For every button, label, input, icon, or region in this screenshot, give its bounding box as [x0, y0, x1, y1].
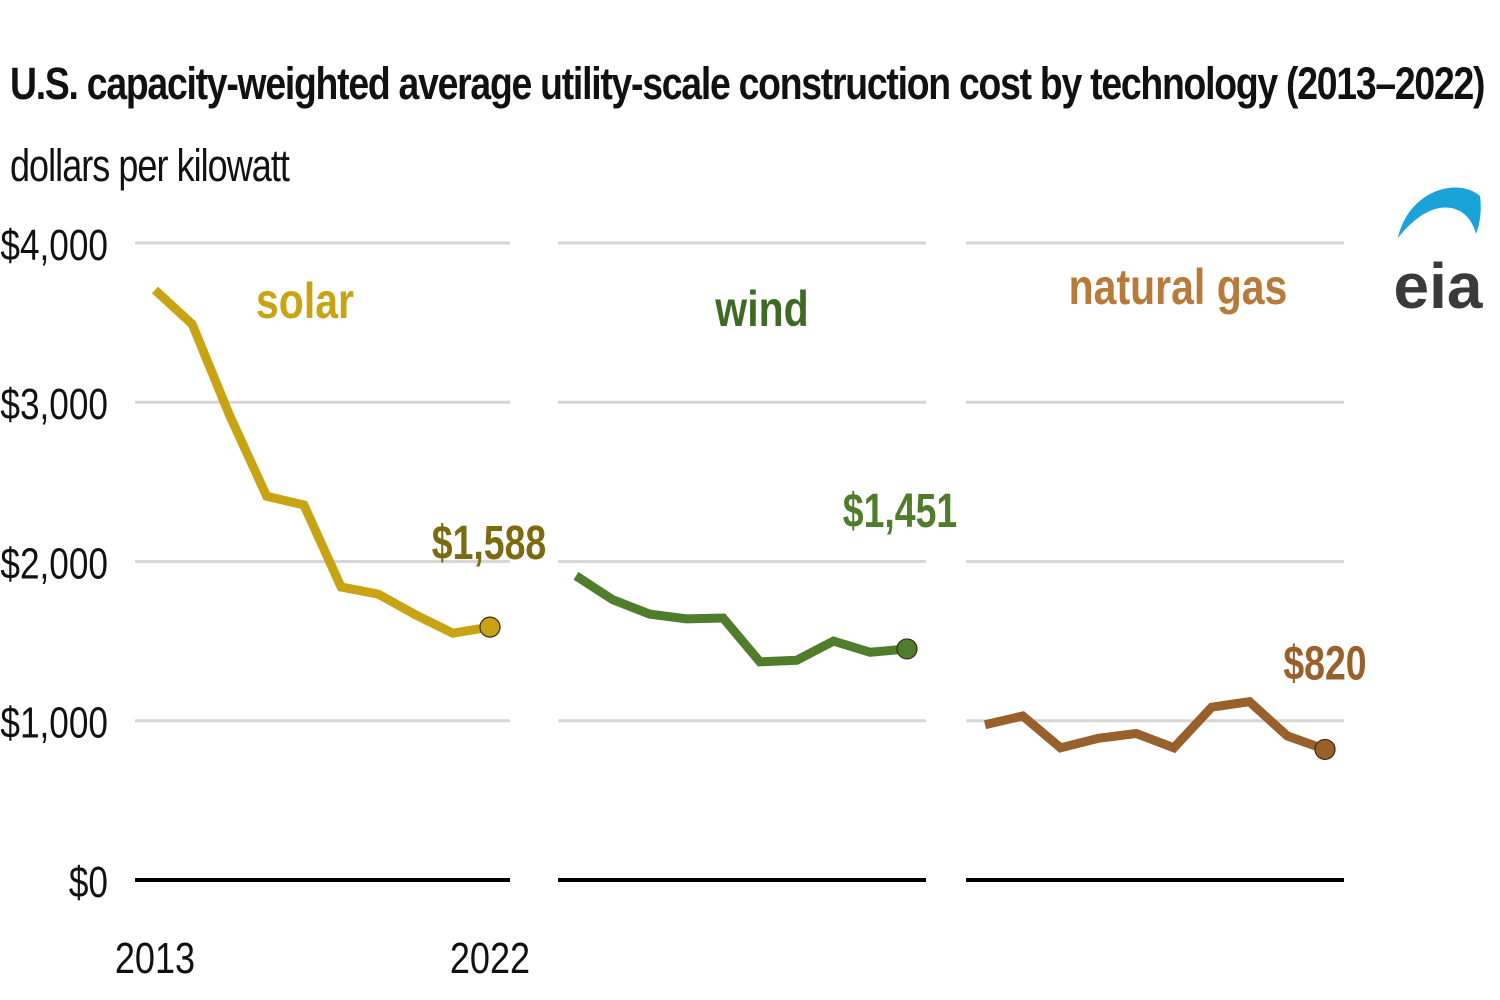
x-tick-label: 2022	[450, 934, 530, 983]
end-point	[896, 638, 918, 660]
y-tick-label: $0	[69, 858, 108, 907]
gridlines	[135, 241, 1344, 882]
chart-subtitle: dollars per kilowatt	[10, 140, 290, 191]
series-label: natural gas	[1069, 259, 1288, 315]
series-line	[573, 572, 908, 667]
logo-text: eia	[1394, 250, 1483, 322]
logo-swoosh	[1398, 187, 1481, 238]
end-value-label: $1,451	[843, 485, 957, 539]
series-wind: wind $1,451	[573, 281, 957, 667]
series-label: solar	[256, 273, 354, 329]
x-axis-tick-labels: 2013 2022	[115, 934, 530, 983]
series-solar: solar $1,588	[151, 273, 546, 638]
y-tick-label: $3,000	[0, 381, 108, 430]
end-point	[1314, 738, 1336, 761]
end-point	[479, 616, 501, 638]
series-natural-gas: natural gas $820	[983, 259, 1367, 761]
x-tick-label: 2013	[115, 934, 195, 983]
y-tick-label: $4,000	[0, 221, 108, 270]
series-panels: solar $1,588 wind $1,451 natural gas $820	[151, 259, 1367, 761]
eia-logo-icon: eia	[1394, 187, 1483, 322]
series-line	[151, 286, 491, 638]
y-tick-label: $1,000	[0, 699, 108, 748]
end-value-label: $1,588	[432, 517, 546, 571]
y-tick-label: $2,000	[0, 540, 108, 589]
end-value-label: $820	[1283, 637, 1366, 691]
chart-title: U.S. capacity-weighted average utility-s…	[10, 58, 1485, 109]
series-label: wind	[714, 281, 808, 337]
y-axis-tick-labels: $0 $1,000 $2,000 $3,000 $4,000	[0, 221, 108, 907]
series-line	[983, 696, 1327, 754]
